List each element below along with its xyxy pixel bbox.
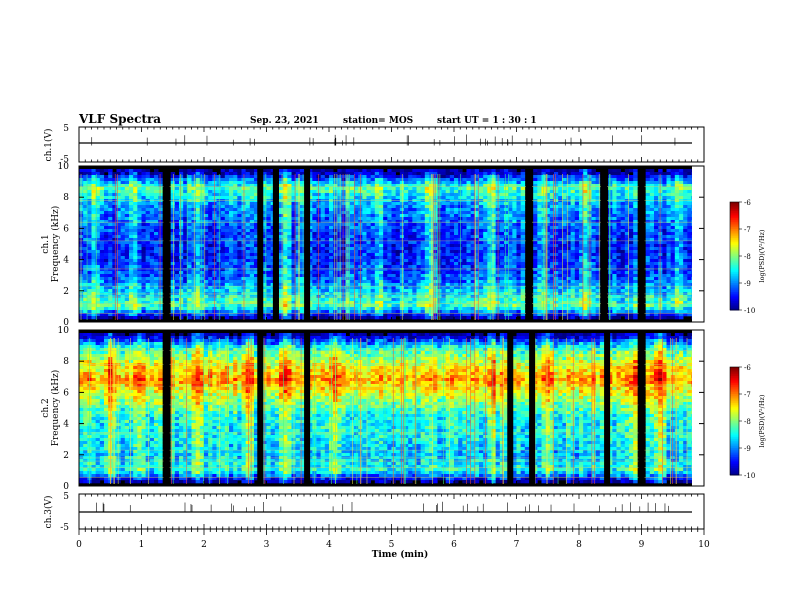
ch1-spectrogram-panel: 0 2 4 6 8 10 ch.1 Frequency (kHz) bbox=[41, 162, 705, 328]
time-tick-label: 9 bbox=[639, 540, 645, 550]
colorbar-tick-label: -7 bbox=[744, 226, 751, 234]
time-tick-label: 10 bbox=[698, 540, 710, 550]
ch1-freq-ytick-label: 2 bbox=[63, 287, 69, 297]
ch2-freq-ytick-label: 0 bbox=[63, 482, 69, 492]
colorbar-label: log(PSD)(V²/Hz) bbox=[758, 229, 766, 282]
start-time-label: start UT = 1 : 30 : 1 bbox=[437, 116, 537, 126]
ch2-spectrogram-image bbox=[79, 330, 705, 486]
time-tick-label: 3 bbox=[264, 540, 270, 550]
time-tick-label: 4 bbox=[326, 540, 332, 550]
colorbar-label: log(PSD)(V²/Hz) bbox=[758, 394, 766, 447]
colorbar-tick-label: -6 bbox=[744, 364, 751, 372]
ch1-freq-ytick-label: 8 bbox=[63, 193, 69, 203]
colorbar-tick-label: -10 bbox=[744, 472, 755, 480]
time-tick-label: 8 bbox=[576, 540, 582, 550]
ch2-freq-ytick-label: 4 bbox=[63, 420, 69, 430]
ch3-volt-ylabel: ch.3(V) bbox=[43, 496, 54, 529]
colorbar-tick-label: -7 bbox=[744, 391, 751, 399]
ch1-spec-ylabel-channel: ch.1 bbox=[41, 234, 51, 253]
chart-title: VLF Spectra bbox=[78, 112, 161, 126]
ch2-spec-ylabel-freq: Frequency (kHz) bbox=[50, 370, 61, 447]
ch1-freq-ytick-label: 10 bbox=[58, 162, 70, 172]
ch2-freq-ytick-label: 2 bbox=[63, 451, 69, 461]
station-label: station= MOS bbox=[343, 116, 413, 126]
colorbar-tick-label: -6 bbox=[744, 199, 751, 207]
ch1-volt-tick-bottom: -5 bbox=[60, 155, 69, 165]
ch1-freq-ytick-label: 4 bbox=[63, 256, 69, 266]
time-tick-label: 1 bbox=[139, 540, 145, 550]
ch2-spec-ylabel-channel: ch.2 bbox=[41, 398, 51, 417]
ch1-freq-ytick-label: 6 bbox=[63, 224, 69, 234]
ch3-voltage-panel: 5 -5 ch.3(V) bbox=[43, 492, 705, 533]
date-label: Sep. 23, 2021 bbox=[250, 116, 319, 126]
time-tick-label: 6 bbox=[451, 540, 457, 550]
time-tick-label: 5 bbox=[389, 540, 395, 550]
ch1-freq-ytick-label: 0 bbox=[63, 318, 69, 328]
colorbar-tick-label: -10 bbox=[744, 307, 755, 315]
time-axis: 0 1 2 3 4 5 6 7 8 9 10 bbox=[76, 317, 710, 550]
ch1-volt-tick-top: 5 bbox=[63, 124, 69, 134]
ch1-colorbar: -6 -7 -8 -9 -10 log(PSD)(V²/Hz) bbox=[729, 199, 766, 315]
ch2-spectrogram-panel: 0 2 4 6 8 10 ch.2 Frequency (kHz) bbox=[41, 326, 705, 492]
time-axis-label: Time (min) bbox=[372, 549, 429, 560]
ch2-freq-ytick-label: 6 bbox=[63, 388, 69, 398]
ch1-spec-ylabel-freq: Frequency (kHz) bbox=[50, 206, 61, 283]
colorbar-tick-label: -8 bbox=[744, 253, 751, 261]
colorbar-tick-label: -8 bbox=[744, 418, 751, 426]
ch3-volt-tick-bottom: -5 bbox=[60, 523, 69, 533]
ch2-freq-ytick-label: 10 bbox=[58, 326, 70, 336]
ch2-freq-ytick-label: 8 bbox=[63, 357, 69, 367]
time-tick-label: 7 bbox=[514, 540, 520, 550]
colorbar-tick-label: -9 bbox=[744, 280, 751, 288]
ch1-volt-ylabel: ch.1(V) bbox=[43, 129, 54, 162]
ch1-voltage-panel: 5 -5 ch.1(V) bbox=[43, 124, 705, 165]
ch2-colorbar: -6 -7 -8 -9 -10 log(PSD)(V²/Hz) bbox=[729, 364, 766, 480]
time-tick-label: 0 bbox=[76, 540, 82, 550]
time-tick-label: 2 bbox=[201, 540, 207, 550]
ch3-volt-tick-top: 5 bbox=[63, 492, 69, 502]
ch1-spectrogram-image bbox=[79, 166, 705, 322]
colorbar-tick-label: -9 bbox=[744, 445, 751, 453]
